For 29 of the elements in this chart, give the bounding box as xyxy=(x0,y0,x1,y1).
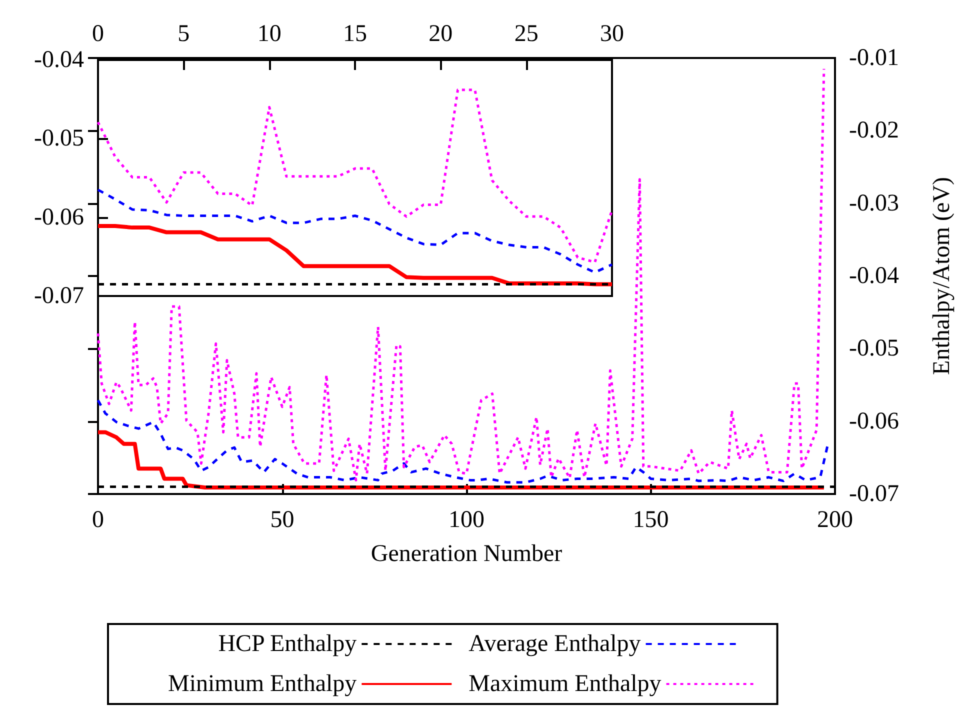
y-tick-label: -0.07 xyxy=(34,283,84,309)
x-tick-label: 15 xyxy=(343,21,367,47)
x-tick-label: 5 xyxy=(178,21,190,47)
y2-tick-label: -0.03 xyxy=(849,190,899,216)
x-tick-label: 10 xyxy=(257,21,282,47)
legend-label: HCP Enthalpy xyxy=(218,631,357,657)
y-tick-label: -0.06 xyxy=(34,204,84,230)
y2-tick-label: -0.02 xyxy=(849,118,899,144)
y2-tick-label: -0.05 xyxy=(849,336,899,362)
x-tick-label: 25 xyxy=(514,21,538,47)
y2-tick-label: -0.04 xyxy=(849,263,899,289)
legend-label: Maximum Enthalpy xyxy=(468,671,662,697)
x-tick-label: 200 xyxy=(817,507,853,533)
y-tick-label: -0.05 xyxy=(34,126,84,152)
x-tick-label: 30 xyxy=(600,21,624,47)
x-tick-label: 20 xyxy=(428,21,453,47)
y2-tick-label: -0.06 xyxy=(849,408,899,434)
x-tick-label: 150 xyxy=(632,507,669,533)
y2-tick-label: -0.07 xyxy=(849,481,899,507)
legend-label: Minimum Enthalpy xyxy=(168,671,357,697)
y2-axis-title: Enthalpy/Atom (eV) xyxy=(929,177,955,375)
x-tick-label: 0 xyxy=(92,21,104,47)
y-tick-label: -0.04 xyxy=(34,47,84,73)
x-tick-label: 0 xyxy=(92,507,104,533)
legend-label: Average Enthalpy xyxy=(468,631,641,657)
x-tick-label: 100 xyxy=(448,507,484,533)
x-tick-label: 50 xyxy=(270,507,294,533)
y2-tick-label: -0.01 xyxy=(849,45,899,71)
x-axis-title: Generation Number xyxy=(370,541,562,567)
